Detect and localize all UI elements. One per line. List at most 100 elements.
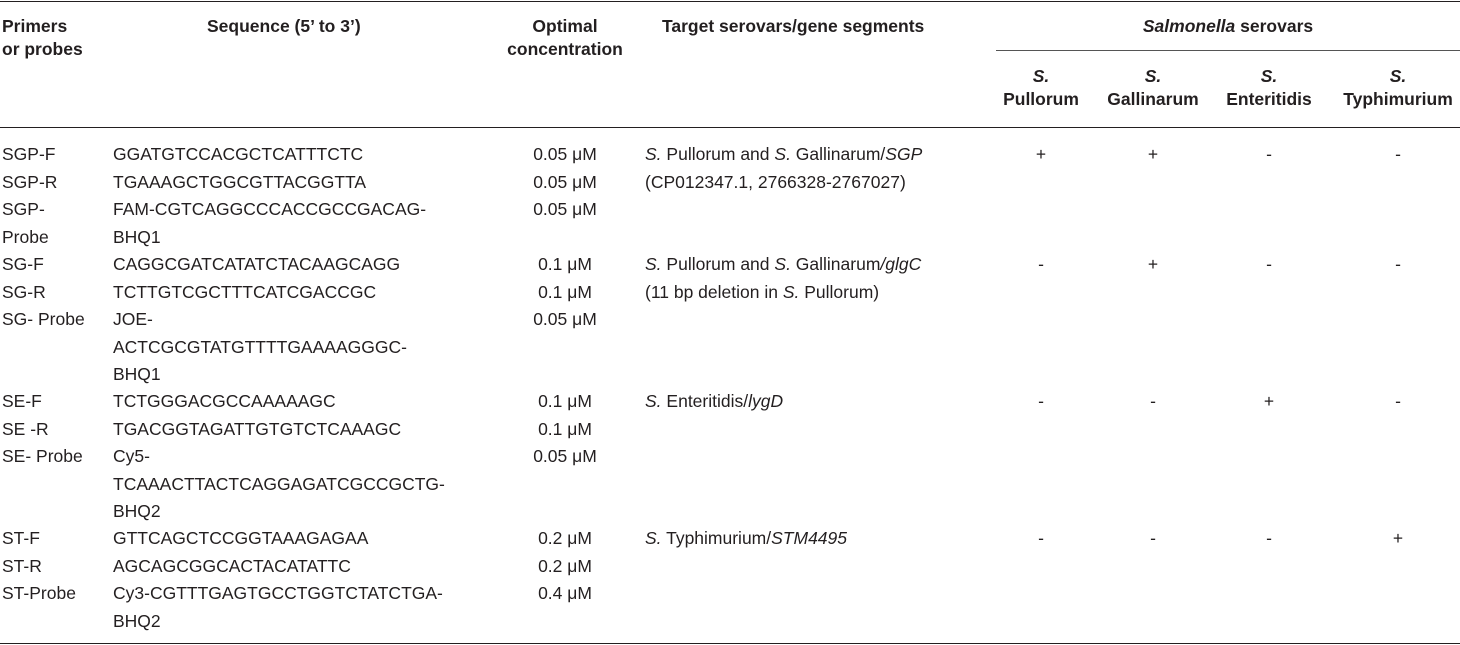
header-concentration-line2: concentration xyxy=(507,39,623,59)
serovar-result: + xyxy=(1392,528,1404,548)
sequence-text: Cy3-CGTTTGAGTGCCTGGTCTATCTGA- xyxy=(113,583,443,603)
serovar-result: - xyxy=(1150,528,1156,548)
primer-name: SE-F xyxy=(2,391,42,411)
header-primers-line2: or probes xyxy=(2,39,83,59)
target-text-part: S. xyxy=(774,254,791,274)
serovar-result: - xyxy=(1266,144,1272,164)
concentration-value: 0.2 μM xyxy=(538,555,592,576)
sequence-text: TGACGGTAGATTGTGTCTCAAAGC xyxy=(113,418,402,439)
target-text-part: S. xyxy=(645,528,662,548)
primer-name: ST-F xyxy=(2,528,40,548)
target-text-part: S. xyxy=(782,281,800,302)
sequence-text: BHQ1 xyxy=(113,226,161,247)
serovar-result: - xyxy=(1150,391,1156,411)
sequence-text: BHQ1 xyxy=(113,364,161,384)
primer-name: SGP- xyxy=(2,199,45,219)
serovar-name: Pullorum xyxy=(1003,89,1079,109)
header-concentration: Optimal concentration xyxy=(490,15,640,61)
sequence-text: TCTTGTCGCTTTCATCGACCGC xyxy=(113,281,377,302)
serovar-abbr: S. xyxy=(1144,66,1162,86)
target-text-part: /glgC xyxy=(880,254,922,274)
serovar-result: - xyxy=(1266,254,1272,274)
serovar-result: - xyxy=(1395,144,1401,164)
serovar-result: - xyxy=(1038,391,1044,411)
serovar-group-rule xyxy=(996,50,1460,51)
target-gene-segment: S. Pullorum and S. Gallinarum/SGP xyxy=(645,141,922,169)
concentration-value: 0.1 μM xyxy=(538,254,592,274)
target-text-part: (CP012347.1, 2766328-2767027) xyxy=(645,171,906,192)
sequence-text: GTTCAGCTCCGGTAAAGAGAA xyxy=(113,528,369,548)
concentration-value: 0.1 μM xyxy=(538,281,592,302)
primer-name: SE- Probe xyxy=(2,446,83,466)
serovar-header-pullorum: S. Pullorum xyxy=(981,65,1101,111)
target-text-part: SGP xyxy=(885,144,923,164)
serovar-result: + xyxy=(1147,254,1159,274)
serovar-abbr: S. xyxy=(1260,66,1278,86)
serovar-name: Gallinarum xyxy=(1107,89,1199,109)
target-text-part: Typhimurium/ xyxy=(661,528,772,548)
target-text-part: (11 bp deletion in xyxy=(645,281,783,302)
header-bottom-rule xyxy=(0,127,1460,128)
sequence-text: JOE- xyxy=(113,309,153,329)
header-primers: Primers or probes xyxy=(2,15,83,61)
target-gene-segment: (11 bp deletion in S. Pullorum) xyxy=(645,279,879,307)
serovar-result: + xyxy=(1035,144,1047,164)
target-text-part: Pullorum and xyxy=(661,144,775,164)
sequence-text: FAM-CGTCAGGCCCACCGCCGACAG- xyxy=(113,199,427,219)
serovar-result: - xyxy=(1395,391,1401,411)
serovar-result: - xyxy=(1266,528,1272,548)
serovar-result: + xyxy=(1263,391,1275,411)
target-gene-segment: S. Pullorum and S. Gallinarum/glgC xyxy=(645,251,921,279)
target-text-part: Pullorum and xyxy=(661,254,775,274)
sequence-text: Cy5- xyxy=(113,446,150,466)
serovar-name: Typhimurium xyxy=(1343,89,1453,109)
concentration-value: 0.1 μM xyxy=(538,391,592,411)
target-text-part: S. xyxy=(645,144,662,164)
target-text-part: S. xyxy=(774,144,791,164)
concentration-value: 0.05 μM xyxy=(533,144,597,164)
sequence-text: TGAAAGCTGGCGTTACGGTTA xyxy=(113,171,367,192)
sequence-text: BHQ2 xyxy=(113,610,161,631)
primer-name: SE -R xyxy=(2,418,49,439)
primer-name: SG- Probe xyxy=(2,309,85,329)
serovar-header-enteritidis: S. Enteritidis xyxy=(1209,65,1329,111)
target-text-part: S. xyxy=(645,391,662,411)
header-sequence: Sequence (5’ to 3’) xyxy=(207,16,361,36)
serovar-header-gallinarum: S. Gallinarum xyxy=(1093,65,1213,111)
concentration-value: 0.05 μM xyxy=(533,199,597,219)
table-top-rule xyxy=(0,1,1460,2)
concentration-value: 0.4 μM xyxy=(538,583,592,603)
concentration-value: 0.1 μM xyxy=(538,418,592,439)
header-salmonella-serovars: Salmonella serovars xyxy=(996,15,1460,38)
concentration-value: 0.2 μM xyxy=(538,528,592,548)
sequence-text: TCTGGGACGCCAAAAAGC xyxy=(113,391,336,411)
sequence-text: ACTCGCGTATGTTTTGAAAAGGGC- xyxy=(113,336,407,357)
target-gene-segment: S. Typhimurium/STM4495 xyxy=(645,525,847,553)
primer-name: SGP-R xyxy=(2,171,58,192)
primer-name: Probe xyxy=(2,226,49,247)
primer-name: ST-Probe xyxy=(2,583,76,603)
concentration-value: 0.05 μM xyxy=(533,446,597,466)
serovar-result: + xyxy=(1147,144,1159,164)
concentration-value: 0.05 μM xyxy=(533,309,597,329)
primer-name: SGP-F xyxy=(2,144,56,164)
target-text-part: Gallinarum xyxy=(790,254,881,274)
sequence-text: CAGGCGATCATATCTACAAGCAGG xyxy=(113,254,401,274)
header-serovars-word: serovars xyxy=(1235,16,1314,36)
header-primers-line1: Primers xyxy=(2,16,68,36)
concentration-value: 0.05 μM xyxy=(533,171,597,192)
serovar-abbr: S. xyxy=(1032,66,1050,86)
header-target: Target serovars/gene segments xyxy=(662,16,925,36)
target-text-part: Enteritidis/ xyxy=(661,391,749,411)
serovar-result: - xyxy=(1395,254,1401,274)
serovar-header-typhimurium: S. Typhimurium xyxy=(1333,65,1460,111)
target-gene-segment: S. Enteritidis/lygD xyxy=(645,388,783,416)
sequence-text: GGATGTCCACGCTCATTTCTC xyxy=(113,144,364,164)
primer-name: SG-F xyxy=(2,254,44,274)
sequence-text: BHQ2 xyxy=(113,501,161,521)
serovar-abbr: S. xyxy=(1389,66,1407,86)
primer-name: ST-R xyxy=(2,555,42,576)
target-text-part: S. xyxy=(645,254,662,274)
sequence-text: AGCAGCGGCACTACATATTC xyxy=(113,555,351,576)
